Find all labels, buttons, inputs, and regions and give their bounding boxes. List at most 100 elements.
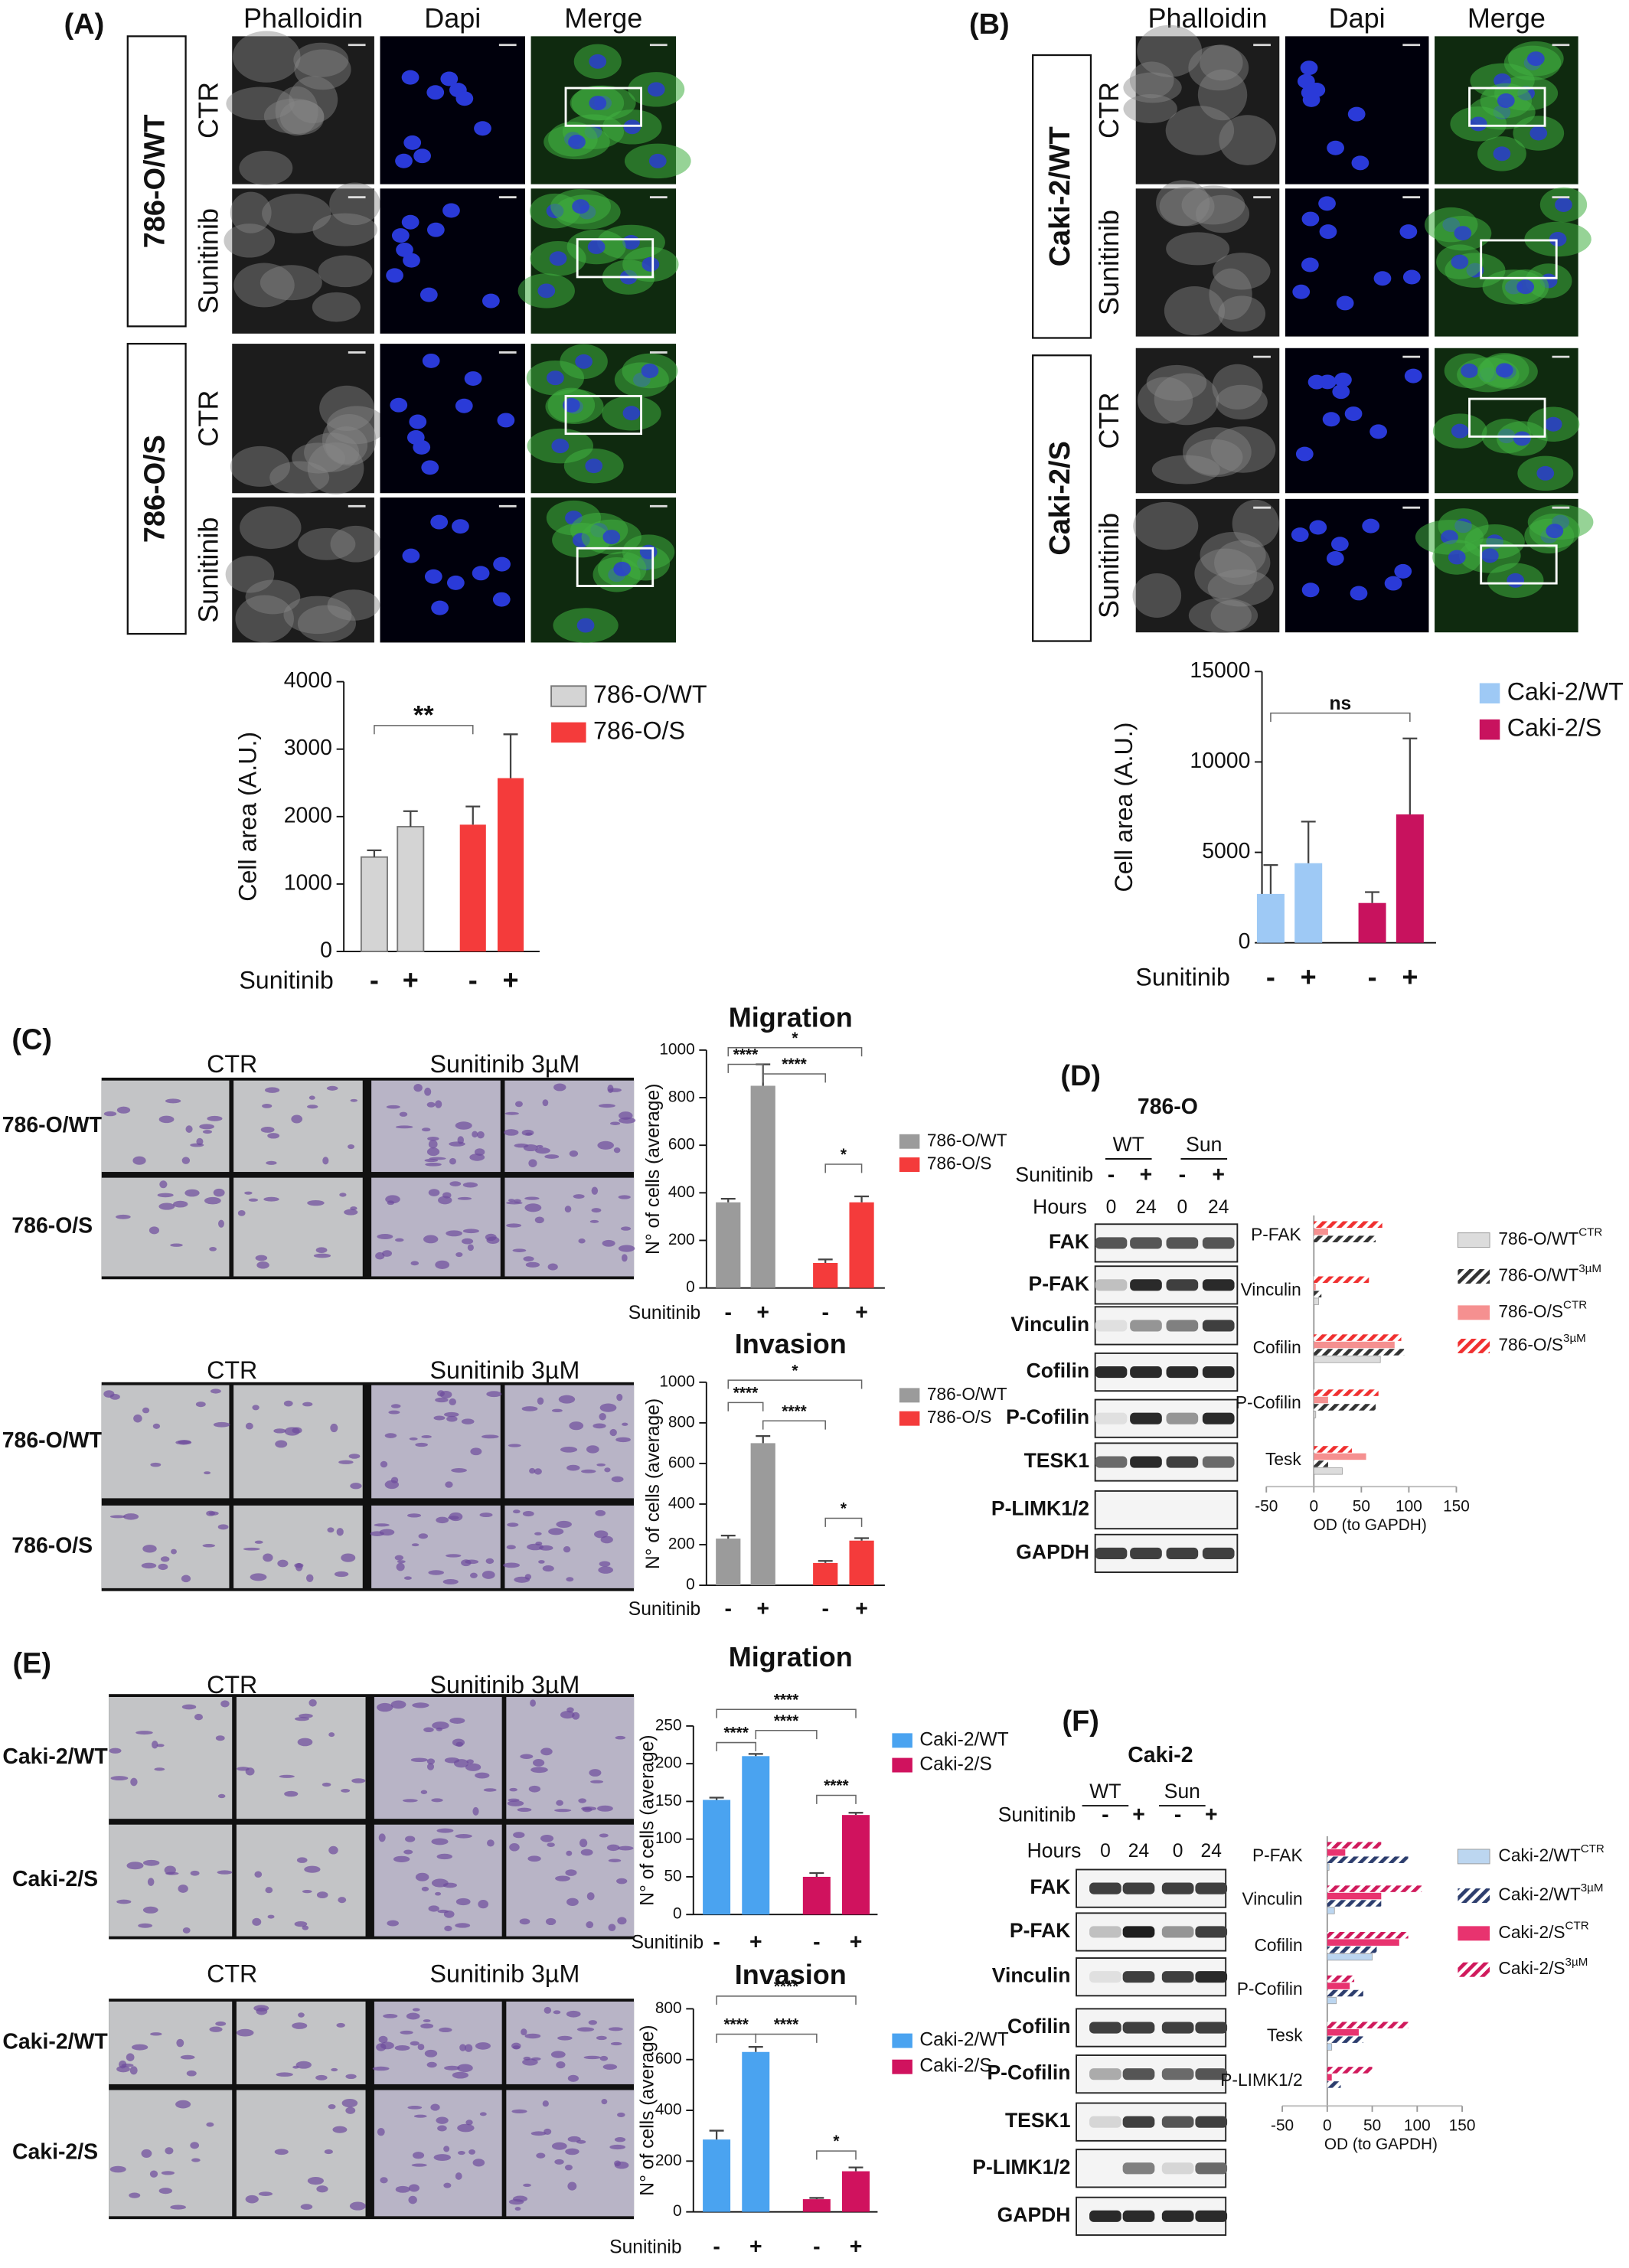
bar	[1294, 863, 1323, 943]
nucleus	[390, 397, 408, 413]
cell	[217, 1524, 229, 1530]
legend-label: 786-O/S3µM	[1498, 1332, 1585, 1354]
cell	[266, 1160, 277, 1165]
cell	[455, 1741, 464, 1748]
row-label: Sunitinib	[1093, 513, 1125, 618]
cell	[420, 1790, 428, 1794]
group-label: 786-O/WT	[139, 115, 171, 249]
row-label: Sunitinib	[192, 517, 224, 623]
row-label: 786-O/S	[11, 1533, 93, 1558]
cell	[411, 1543, 419, 1547]
nucleus	[549, 251, 567, 266]
bar	[1314, 1228, 1328, 1235]
cell	[519, 1918, 530, 1925]
cell	[620, 1226, 632, 1231]
zoom-box	[1468, 397, 1546, 438]
cell	[388, 1410, 400, 1415]
bar	[1314, 1460, 1328, 1467]
nucleus	[1334, 372, 1352, 387]
cell	[616, 1393, 623, 1402]
cell	[103, 1111, 117, 1117]
cell	[245, 1767, 255, 1776]
bar	[1256, 893, 1285, 943]
cell	[332, 2126, 348, 2133]
cell	[608, 1924, 616, 1932]
time-label: Hours	[1033, 1195, 1087, 1218]
legend-swatch	[892, 1733, 912, 1748]
cell	[428, 1905, 439, 1912]
legend-name: 786-O/WT	[1498, 1229, 1578, 1248]
cell	[348, 1144, 355, 1150]
significance-label: ****	[824, 1777, 849, 1795]
nucleus	[1362, 518, 1380, 534]
cell	[614, 2137, 626, 2142]
y-tick-label: 0	[686, 1576, 695, 1594]
y-tick-label: 3000	[284, 736, 332, 760]
band	[1161, 2068, 1194, 2080]
cell	[165, 2147, 174, 2155]
legend-name: 786-O/S	[1498, 1301, 1563, 1321]
band	[1195, 2210, 1228, 2222]
column-header: Phalloidin	[243, 2, 363, 34]
cell	[618, 1195, 631, 1199]
nucleus	[401, 214, 419, 230]
cell	[445, 1481, 453, 1488]
cell	[190, 1143, 204, 1147]
nucleus	[455, 398, 473, 413]
treatment: +	[1205, 1803, 1218, 1827]
legend-swatch	[899, 1388, 920, 1403]
row-label: CTR	[192, 390, 224, 447]
legend-swatch	[1458, 1926, 1490, 1941]
protein-label: GAPDH	[997, 2203, 1071, 2226]
cell	[156, 1744, 165, 1748]
micrograph	[1135, 36, 1280, 184]
cell	[265, 1887, 273, 1894]
cell	[126, 1862, 144, 1870]
y-tick-label: 600	[668, 1454, 695, 1471]
cell	[599, 1561, 611, 1567]
cell	[1197, 69, 1248, 121]
y-tick-label: 0	[673, 2202, 682, 2220]
x-tick-label: +	[855, 1597, 868, 1621]
significance-label: ****	[774, 2016, 799, 2034]
cell	[276, 2072, 293, 2077]
cell	[482, 1571, 495, 1579]
y-tick-label: 10000	[1190, 749, 1250, 773]
significance-bracket	[727, 1379, 863, 1389]
cell	[407, 1513, 422, 1518]
cell	[400, 2030, 413, 2035]
cell	[410, 1261, 419, 1266]
cell	[599, 2055, 609, 2061]
bar	[842, 1815, 870, 1915]
legend-label: 786-O/WT	[593, 680, 707, 708]
legend-swatch	[1479, 719, 1500, 740]
x-tick-label: +	[1301, 961, 1317, 993]
x-tick-label: 150	[1443, 1497, 1470, 1515]
nucleus	[1351, 155, 1369, 171]
cell	[129, 2066, 138, 2075]
significance-label: *	[792, 1030, 798, 1047]
treatment: -	[1108, 1163, 1115, 1187]
cell	[142, 1407, 150, 1414]
cell	[377, 2127, 385, 2136]
legend-swatch	[899, 1411, 920, 1426]
band	[1195, 2068, 1228, 2080]
group-label: Sun	[1186, 1133, 1222, 1156]
panel-label: (A)	[64, 8, 105, 41]
well-image	[374, 2090, 502, 2217]
nucleus	[497, 413, 515, 428]
cell	[435, 1891, 442, 1896]
nucleus	[575, 354, 593, 369]
cell	[506, 1223, 522, 1228]
cell	[1165, 106, 1235, 155]
legend-swatch	[1479, 683, 1500, 704]
bar	[716, 1202, 741, 1288]
x-tick-label: -	[821, 1597, 828, 1621]
cell	[472, 1131, 478, 1138]
cell	[421, 1886, 429, 1891]
legend-swatch	[550, 685, 587, 707]
cell	[132, 2044, 149, 2051]
cell	[267, 1914, 275, 1919]
cell	[461, 1418, 475, 1424]
zoom-box	[1480, 544, 1558, 585]
